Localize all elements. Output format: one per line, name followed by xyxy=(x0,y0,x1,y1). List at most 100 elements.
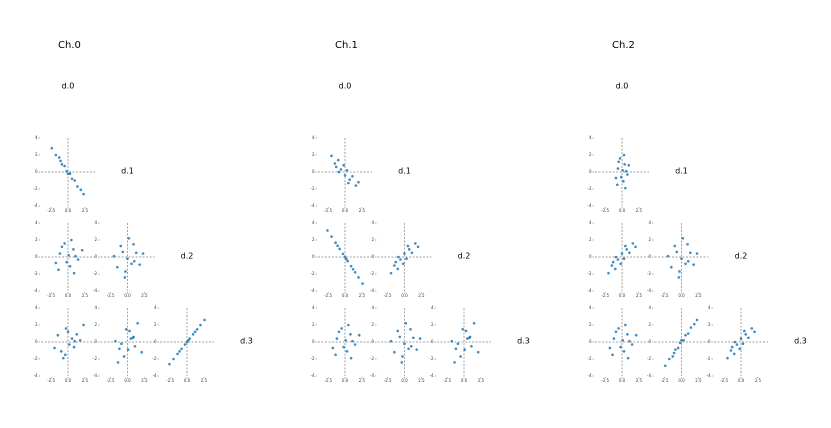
y-tick-label: -2 xyxy=(588,186,592,191)
point xyxy=(76,185,79,188)
point xyxy=(187,339,190,342)
point xyxy=(331,346,335,350)
x-tick-label: -2.5 xyxy=(601,293,609,298)
point xyxy=(129,337,133,340)
point xyxy=(411,336,415,340)
point xyxy=(128,329,131,333)
y-tick-label: 0 xyxy=(312,169,315,174)
variable-label: d.3 xyxy=(240,337,253,346)
point xyxy=(732,352,736,356)
x-tick-label: -2.5 xyxy=(47,208,55,213)
x-tick-label: 2.5 xyxy=(636,208,643,213)
y-tick-label: 2 xyxy=(154,322,157,327)
y-tick-label: -2 xyxy=(588,356,592,361)
x-tick-label: -2.5 xyxy=(661,293,669,298)
y-tick-label: -4 xyxy=(34,373,38,378)
x-tick-label: -2.5 xyxy=(47,293,55,298)
y-tick-label: -2 xyxy=(311,271,315,276)
x-tick-label: 0.0 xyxy=(65,378,72,383)
point xyxy=(674,348,677,351)
point xyxy=(744,333,748,336)
point xyxy=(132,259,136,263)
x-tick-label: -2.5 xyxy=(601,208,609,213)
point xyxy=(738,347,741,351)
point xyxy=(330,235,333,238)
point xyxy=(351,267,355,271)
point xyxy=(624,244,627,248)
point xyxy=(616,167,620,170)
point xyxy=(693,322,696,326)
point xyxy=(688,251,692,255)
point xyxy=(464,329,468,333)
point xyxy=(400,361,404,364)
point xyxy=(172,357,175,361)
x-tick-label: -2.5 xyxy=(324,293,332,298)
y-tick-label: 2 xyxy=(35,237,38,242)
point xyxy=(622,257,626,261)
point xyxy=(726,356,729,360)
point xyxy=(73,339,77,343)
chart-title: Ch.0 xyxy=(58,40,81,51)
point xyxy=(666,254,670,258)
y-tick-label: -2 xyxy=(34,186,38,191)
point xyxy=(622,350,626,353)
point xyxy=(453,361,456,364)
point xyxy=(409,344,413,348)
y-tick-label: -2 xyxy=(311,186,315,191)
point xyxy=(615,183,619,187)
y-tick-label: 2 xyxy=(648,237,651,242)
point xyxy=(63,164,66,168)
point xyxy=(472,322,476,325)
point xyxy=(695,252,699,255)
x-tick-label: 0.0 xyxy=(184,378,191,383)
y-tick-label: 2 xyxy=(35,152,38,157)
point xyxy=(622,180,625,183)
point xyxy=(399,258,402,261)
y-tick-label: -2 xyxy=(647,356,651,361)
point xyxy=(357,333,361,337)
x-tick-label: 0.0 xyxy=(619,378,626,383)
point xyxy=(393,264,396,267)
point xyxy=(168,362,171,366)
y-tick-label: 2 xyxy=(589,237,592,242)
point xyxy=(334,353,337,357)
y-tick-label: 4 xyxy=(589,305,592,310)
point xyxy=(668,357,671,361)
y-tick-label: -2 xyxy=(93,356,97,361)
point xyxy=(361,282,364,285)
point xyxy=(416,245,420,249)
x-tick-label: 2.5 xyxy=(418,378,425,383)
point xyxy=(123,276,127,279)
point xyxy=(614,255,618,259)
point xyxy=(476,350,480,354)
y-tick-label: 0 xyxy=(708,339,711,344)
x-tick-label: -2.5 xyxy=(661,378,669,383)
y-tick-label: -4 xyxy=(588,373,592,378)
point xyxy=(349,333,352,336)
point xyxy=(396,267,400,271)
variable-label: d.2 xyxy=(181,252,194,261)
point xyxy=(468,335,472,339)
point xyxy=(59,350,63,353)
point xyxy=(611,353,614,357)
x-tick-label: 2.5 xyxy=(636,378,643,383)
point xyxy=(53,346,56,350)
point xyxy=(348,178,352,181)
point xyxy=(341,252,345,256)
point xyxy=(680,339,683,342)
point xyxy=(74,254,77,258)
point xyxy=(66,330,70,334)
x-tick-label: -2.5 xyxy=(107,293,115,298)
point xyxy=(678,341,682,345)
x-tick-label: 0.0 xyxy=(342,293,349,298)
point xyxy=(396,329,400,333)
point xyxy=(334,241,337,245)
point xyxy=(337,330,341,334)
point xyxy=(114,339,117,343)
y-tick-label: -4 xyxy=(370,288,374,293)
y-tick-label: 2 xyxy=(371,237,374,242)
x-tick-label: 2.5 xyxy=(82,208,89,213)
point xyxy=(58,252,62,255)
y-tick-label: -4 xyxy=(311,288,315,293)
point xyxy=(70,337,74,340)
